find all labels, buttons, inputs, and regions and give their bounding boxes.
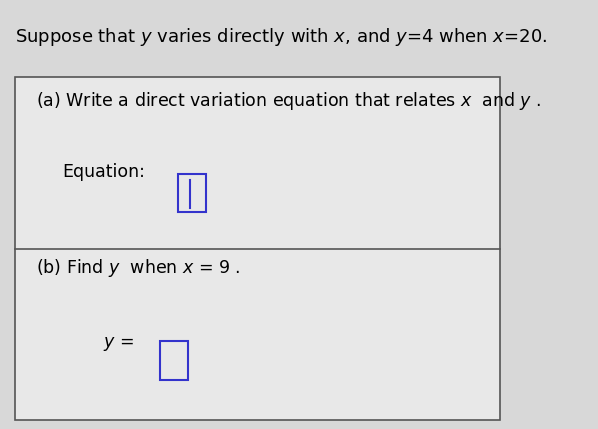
Text: $y$ =: $y$ = (103, 335, 134, 353)
Text: (a) Write a direct variation equation that relates $x$  and $y$ .: (a) Write a direct variation equation th… (36, 90, 541, 112)
Text: Suppose that $y$ varies directly with $x$, and $y$=4 when $x$=20.: Suppose that $y$ varies directly with $x… (16, 26, 548, 48)
FancyBboxPatch shape (160, 341, 188, 380)
Text: (b) Find $y$  when $x$ = 9 .: (b) Find $y$ when $x$ = 9 . (36, 257, 240, 279)
FancyBboxPatch shape (16, 77, 500, 420)
Text: Equation:: Equation: (62, 163, 145, 181)
FancyBboxPatch shape (178, 174, 206, 212)
